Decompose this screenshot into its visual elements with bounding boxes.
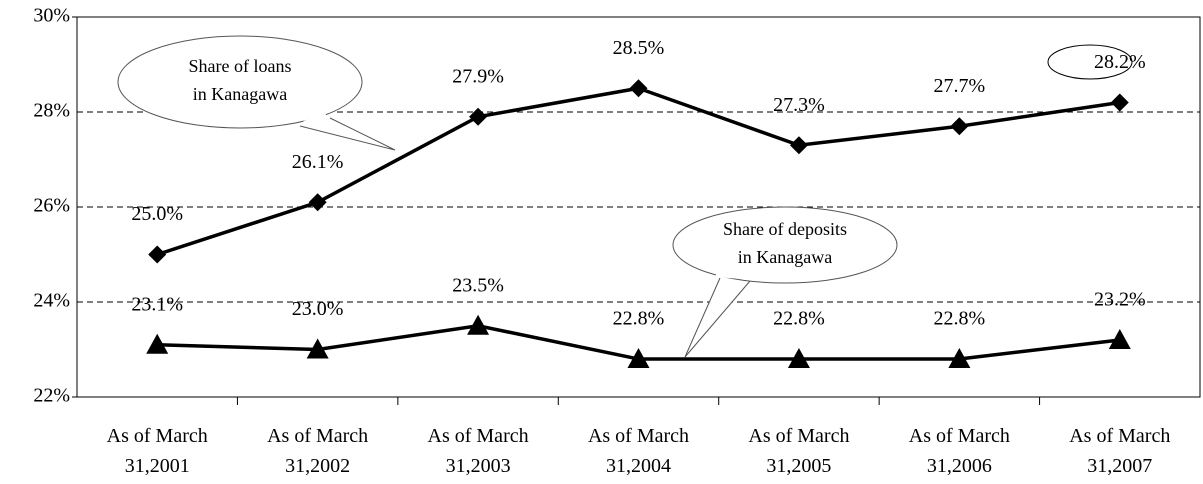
data-label: 28.2% <box>1094 51 1146 73</box>
marker <box>308 193 327 212</box>
marker <box>948 348 971 368</box>
callout-tail <box>299 117 396 151</box>
data-label: 26.1% <box>292 151 344 173</box>
y-tick-label: 24% <box>33 290 70 312</box>
callout-tail <box>684 277 751 358</box>
x-tick-label: As of March 31,2003 <box>428 425 529 477</box>
marker <box>629 79 648 98</box>
callout-bubble <box>117 35 363 129</box>
y-tick-label: 26% <box>33 195 70 217</box>
y-tick-label: 30% <box>33 5 70 27</box>
callout-bubble <box>672 206 898 284</box>
annotation: Share of deposits in Kanagawa <box>723 219 847 267</box>
marker <box>467 314 490 335</box>
data-label: 27.9% <box>452 65 504 87</box>
data-label: 22.8% <box>773 308 825 330</box>
marker <box>1108 329 1131 349</box>
x-tick-label: As of March 31,2001 <box>107 425 208 477</box>
marker <box>950 117 969 136</box>
data-label: 27.3% <box>773 94 825 116</box>
data-label: 25.0% <box>131 203 183 225</box>
x-tick-label: As of March 31,2002 <box>267 425 368 477</box>
x-tick-label: As of March 31,2004 <box>588 425 689 477</box>
data-label: 22.8% <box>934 308 986 330</box>
marker <box>1110 93 1129 112</box>
data-label: 27.7% <box>934 75 986 97</box>
marker <box>469 107 488 126</box>
marker <box>306 338 329 359</box>
y-tick-label: 28% <box>33 100 70 122</box>
data-label: 28.5% <box>613 37 665 59</box>
x-tick-label: As of March 31,2007 <box>1069 425 1170 477</box>
y-tick-label: 22% <box>33 385 70 407</box>
marker <box>787 348 810 368</box>
x-tick-label: As of March 31,2005 <box>748 425 849 477</box>
marker <box>789 136 808 155</box>
callout-join <box>715 273 755 280</box>
callout-join <box>303 113 327 125</box>
x-tick-label: As of March 31,2006 <box>909 425 1010 477</box>
data-label: 23.5% <box>452 274 504 296</box>
marker <box>146 333 169 354</box>
data-label: 23.2% <box>1094 289 1146 311</box>
annotation: Share of loans in Kanagawa <box>189 56 292 104</box>
marker <box>148 245 167 264</box>
data-label: 23.1% <box>131 293 183 315</box>
data-label: 22.8% <box>613 308 665 330</box>
data-label: 23.0% <box>292 298 344 320</box>
marker <box>627 348 650 368</box>
highlight-ellipse <box>1047 44 1133 80</box>
